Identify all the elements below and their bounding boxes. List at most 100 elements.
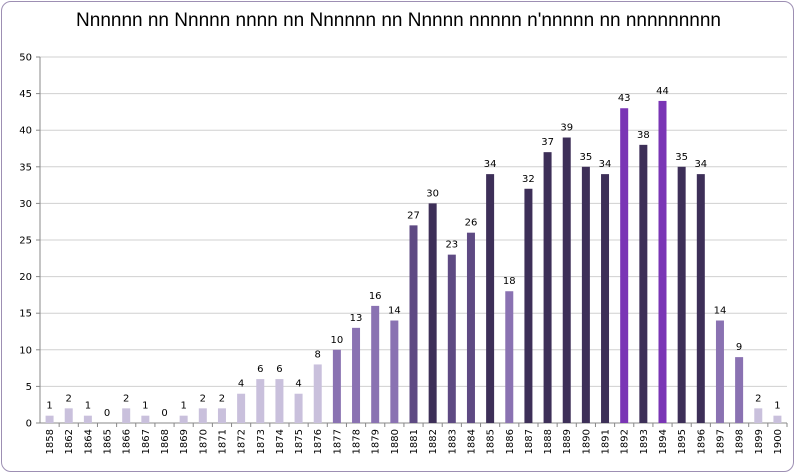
x-tick-label-1892: 1892 (620, 429, 631, 454)
data-label-1887: 32 (522, 174, 535, 185)
data-label-1900: 1 (774, 401, 780, 412)
bar-1862 (64, 408, 73, 423)
bar-1876 (313, 364, 322, 423)
x-tick-label-1871: 1871 (217, 429, 228, 454)
x-tick-label-1864: 1864 (83, 429, 94, 454)
bar-1869 (179, 415, 188, 423)
bar-1881 (409, 225, 418, 423)
data-label-1896: 34 (694, 159, 707, 170)
y-tick-label: 35 (19, 162, 32, 173)
data-label-1895: 35 (675, 152, 688, 163)
data-label-1886: 18 (503, 276, 516, 287)
x-tick-label-1895: 1895 (677, 429, 688, 454)
bar-1891 (601, 174, 610, 423)
x-tick-label-1888: 1888 (543, 429, 554, 454)
bar-1875 (294, 393, 303, 423)
bars (45, 100, 782, 424)
data-label-1865: 0 (104, 408, 110, 419)
data-label-1880: 14 (388, 306, 401, 317)
x-tick-label-1862: 1862 (64, 429, 75, 454)
bar-1870 (198, 408, 207, 423)
y-tick-label: 5 (26, 382, 32, 393)
data-label-1891: 34 (599, 159, 612, 170)
x-tick-label-1885: 1885 (486, 429, 497, 454)
x-tick-label-1898: 1898 (735, 429, 746, 454)
x-tick-label-1873: 1873 (256, 429, 267, 454)
data-label-1864: 1 (85, 401, 91, 412)
data-label-1883: 23 (445, 240, 458, 251)
bar-1879 (371, 305, 380, 423)
y-tick-label: 50 (19, 53, 32, 64)
x-tick-label-1880: 1880 (390, 429, 401, 454)
x-tick-label-1872: 1872 (237, 429, 248, 454)
bar-1895 (677, 166, 686, 424)
y-tick-label: 0 (26, 419, 32, 430)
chart-title: Nnnnnn nn Nnnnn nnnn nn Nnnnnn nn Nnnnn … (76, 10, 721, 31)
bar-1892 (620, 108, 629, 424)
y-tick-label: 45 (19, 89, 32, 100)
x-tick-label-1878: 1878 (352, 429, 363, 454)
x-tick-label-1890: 1890 (581, 429, 592, 454)
bar-1886 (505, 291, 514, 423)
data-label-1890: 35 (580, 152, 593, 163)
x-tick-label-1865: 1865 (103, 429, 114, 454)
x-tick-label-1896: 1896 (696, 429, 707, 454)
x-tick-label-1870: 1870 (198, 429, 209, 454)
bar-1887 (524, 188, 533, 423)
data-label-1872: 4 (238, 379, 244, 390)
bar-1878 (352, 327, 361, 423)
data-label-1877: 10 (331, 335, 344, 346)
y-tick-label: 10 (19, 345, 32, 356)
data-label-1894: 44 (656, 86, 669, 97)
data-label-1888: 37 (541, 137, 554, 148)
bar-1872 (237, 393, 246, 423)
bar-1896 (696, 174, 705, 423)
x-tick-label-1881: 1881 (409, 429, 420, 454)
x-tick-label-1891: 1891 (601, 429, 612, 454)
x-tick-label-1858: 1858 (45, 429, 56, 454)
data-label-1862: 2 (66, 393, 72, 404)
bar-1897 (715, 320, 724, 423)
x-tick-label-1869: 1869 (179, 429, 190, 454)
bar-1885 (486, 174, 495, 423)
bar-1867 (141, 415, 150, 423)
bar-1883 (447, 254, 456, 423)
data-label-1892: 43 (618, 93, 631, 104)
x-tick-label-1899: 1899 (754, 429, 765, 454)
y-tick-label: 40 (19, 126, 32, 137)
data-label-1858: 1 (46, 401, 52, 412)
x-tick-label-1867: 1867 (141, 429, 152, 454)
data-label-1899: 2 (755, 393, 761, 404)
bar-1898 (735, 357, 744, 423)
data-label-1871: 2 (219, 393, 225, 404)
data-label-1884: 26 (465, 218, 478, 229)
data-label-1879: 16 (369, 291, 382, 302)
bar-1864 (83, 415, 92, 423)
x-tick-label-1866: 1866 (122, 429, 133, 454)
x-tick-label-1884: 1884 (466, 429, 477, 454)
data-label-1870: 2 (200, 393, 206, 404)
data-label-1876: 8 (315, 349, 321, 360)
x-tick-label-1889: 1889 (562, 429, 573, 454)
x-tick-label-1897: 1897 (715, 429, 726, 454)
bar-1889 (562, 137, 571, 423)
data-label-1867: 1 (142, 401, 148, 412)
x-tick-label-1875: 1875 (294, 429, 305, 454)
bar-1884 (466, 232, 475, 423)
data-label-1882: 30 (426, 188, 439, 199)
data-label-1875: 4 (295, 379, 301, 390)
x-tick-labels: 1858 1862 1864 1865 1866 1867 1868 1869 1870 1871… (45, 429, 784, 454)
data-label-1881: 27 (407, 210, 420, 221)
data-label-1893: 38 (637, 130, 650, 141)
x-tick-label-1874: 1874 (275, 429, 286, 454)
x-tick-label-1893: 1893 (639, 429, 650, 454)
bar-1873 (256, 379, 265, 423)
y-tick-label: 20 (19, 272, 32, 283)
bar-1880 (390, 320, 399, 423)
bar-1893 (639, 144, 648, 423)
x-tick-label-1879: 1879 (371, 429, 382, 454)
x-tick-label-1886: 1886 (505, 429, 516, 454)
bar-1888 (543, 152, 552, 423)
bar-1858 (45, 415, 54, 423)
